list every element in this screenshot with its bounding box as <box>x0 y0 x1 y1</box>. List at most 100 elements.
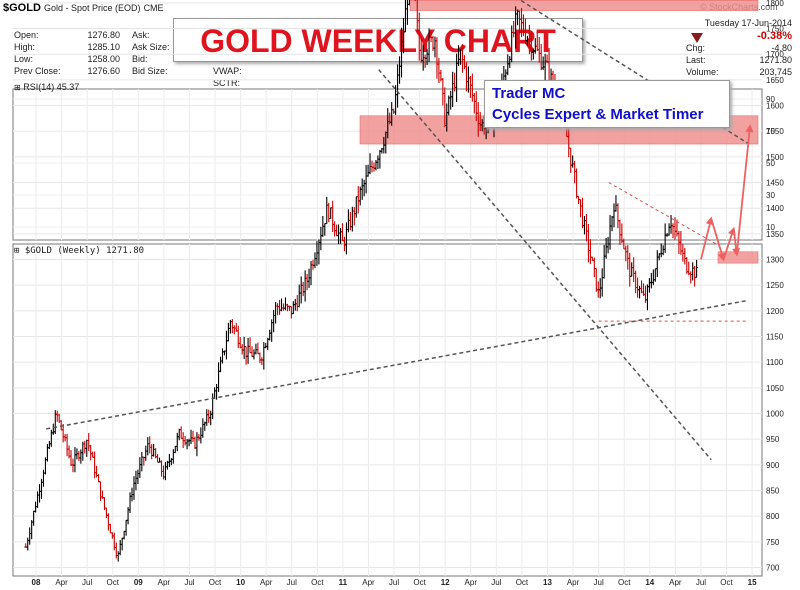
rsi-tick-label: 70 <box>766 127 775 136</box>
rsi-tick-label: 30 <box>766 191 775 200</box>
x-tick-label: Oct <box>311 578 324 587</box>
y-tick-label: 850 <box>766 487 780 496</box>
quote-value: -4.80 <box>771 43 792 53</box>
projection-arrow <box>735 124 754 255</box>
rsi-icon: ⊞ <box>14 83 21 92</box>
y-tick-label: 1350 <box>766 230 784 239</box>
quote-value: 203,745 <box>759 67 792 77</box>
quote-label: Open: <box>14 30 39 40</box>
x-tick-label: 15 <box>748 578 757 587</box>
y-tick-label: 1600 <box>766 102 784 111</box>
trader-tagline: Cycles Expert & Market Timer <box>492 106 704 123</box>
quote-value: 1258.00 <box>87 54 120 64</box>
resistance-zone <box>409 0 759 11</box>
x-tick-label: Jul <box>184 578 194 587</box>
rsi-axis-ticks: 90 70 50 30 10 <box>766 95 775 232</box>
quote-label: Volume: <box>686 67 719 77</box>
quote-label: Chg: <box>686 43 706 53</box>
quote-value: 1276.60 <box>87 66 120 76</box>
quote-label: VWAP: <box>213 66 242 76</box>
quote-label: Bid Size: <box>132 66 168 76</box>
grid-lines <box>13 2 762 576</box>
price-legend: ⊞ $GOLD (Weekly) 1271.80 <box>14 246 144 256</box>
trader-name: Trader MC <box>492 85 566 102</box>
y-tick-label: 1150 <box>766 333 784 342</box>
y-tick-label: 700 <box>766 564 780 573</box>
y-tick-label: 1700 <box>766 50 784 59</box>
symbol-subtitle: Gold - Spot Price (EOD) <box>43 3 141 13</box>
y-tick-label: 1650 <box>766 76 784 85</box>
symbol-line: $GOLD Gold - Spot Price (EOD) CME <box>3 2 164 14</box>
y-tick-label: 1450 <box>766 179 784 188</box>
x-tick-label: Apr <box>669 578 682 587</box>
x-tick-label: Oct <box>209 578 222 587</box>
x-tick-label: Oct <box>720 578 733 587</box>
y-tick-label: 1800 <box>766 0 784 8</box>
quote-value: 1276.80 <box>87 30 120 40</box>
x-tick-label: Jul <box>287 578 297 587</box>
price-bars <box>24 0 699 562</box>
x-tick-label: Apr <box>260 578 273 587</box>
quote-label: High: <box>14 42 36 52</box>
x-tick-label: Apr <box>567 578 580 587</box>
x-tick-label: 14 <box>645 578 654 587</box>
x-axis-ticks: 08 Apr Jul Oct 09 Apr Jul Oct 10 Apr Jul Oct 11 Apr Ju… <box>32 578 758 587</box>
quote-label: Ask Size: <box>132 42 170 52</box>
x-tick-label: 08 <box>32 578 41 587</box>
y-tick-label: 1750 <box>766 25 784 34</box>
down-arrow-icon <box>690 31 704 43</box>
price-legend-text: $GOLD (Weekly) 1271.80 <box>24 246 145 256</box>
projection-arrow <box>732 228 741 257</box>
x-tick-label: Oct <box>106 578 119 587</box>
quote-label: Ask: <box>132 30 150 40</box>
rsi-tick-label: 10 <box>766 223 775 232</box>
x-tick-label: Apr <box>465 578 478 587</box>
x-tick-label: Jul <box>696 578 706 587</box>
y-tick-label: 800 <box>766 512 780 521</box>
trader-box: Trader MC Cycles Expert & Market Timer <box>484 80 730 128</box>
y-tick-label: 1500 <box>766 153 784 162</box>
rsi-legend: ⊞ RSI(14) 45.37 <box>14 82 79 92</box>
x-tick-label: Oct <box>413 578 426 587</box>
projection-arrow <box>710 218 726 262</box>
x-tick-label: Oct <box>618 578 631 587</box>
x-tick-label: 12 <box>441 578 450 587</box>
exchange: CME <box>143 3 164 13</box>
lower-downtrend-line <box>378 69 712 461</box>
quote-label: Prev Close: <box>14 66 61 76</box>
rsi-legend-text: RSI(14) 45.37 <box>23 82 80 92</box>
x-tick-label: 13 <box>543 578 552 587</box>
x-tick-label: 10 <box>236 578 245 587</box>
x-tick-label: Apr <box>362 578 375 587</box>
y-tick-label: 900 <box>766 461 780 470</box>
channel-top-line <box>608 182 717 245</box>
pct-change: -0.38% <box>757 30 792 42</box>
x-tick-label: 11 <box>339 578 348 587</box>
quote-value: 1285.10 <box>87 42 120 52</box>
x-tick-label: Jul <box>491 578 501 587</box>
x-tick-label: Apr <box>158 578 171 587</box>
y-tick-label: 1400 <box>766 204 784 213</box>
x-tick-label: Jul <box>594 578 604 587</box>
date-line: Tuesday 17-Jun-2014 <box>704 18 792 28</box>
x-tick-label: Apr <box>55 578 68 587</box>
price-legend-icon: ⊞ <box>14 246 20 256</box>
x-tick-label: Jul <box>82 578 92 587</box>
projection-arrow <box>700 216 714 260</box>
y-tick-label: 1000 <box>766 410 784 419</box>
y-tick-label: 950 <box>766 435 780 444</box>
x-tick-label: Jul <box>389 578 399 587</box>
x-tick-label: 09 <box>134 578 143 587</box>
y-tick-label: 1250 <box>766 281 784 290</box>
quote-label: SCTR: <box>213 78 240 88</box>
y-tick-label: 750 <box>766 538 780 547</box>
x-tick-label: Oct <box>516 578 529 587</box>
quote-label: Low: <box>14 54 34 64</box>
rsi-tick-label: 50 <box>766 159 775 168</box>
symbol: $GOLD <box>3 2 41 14</box>
quote-label: Last: <box>686 55 706 65</box>
y-tick-label: 1300 <box>766 256 784 265</box>
projection-arrow <box>722 226 736 260</box>
y-axis-ticks: 7007508008509009501000105011001150120012… <box>766 0 784 573</box>
